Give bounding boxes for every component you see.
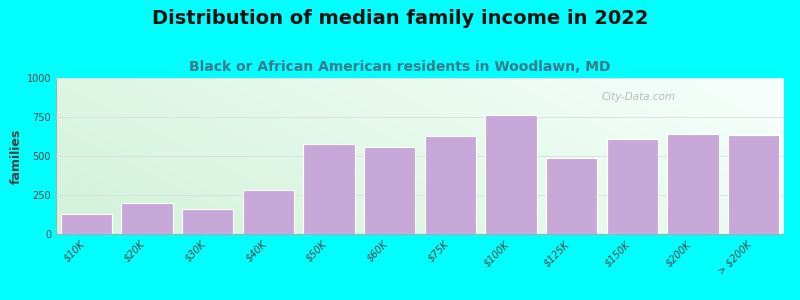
Text: Distribution of median family income in 2022: Distribution of median family income in … [152, 9, 648, 28]
Bar [303, 143, 354, 234]
Bar [242, 190, 294, 234]
Bar [364, 147, 415, 234]
Bar [728, 135, 779, 234]
Bar [606, 139, 658, 234]
Bar [61, 214, 112, 234]
Bar [182, 209, 234, 234]
Bar [425, 136, 476, 234]
Bar [486, 116, 537, 234]
Text: City-Data.com: City-Data.com [602, 92, 675, 102]
Y-axis label: families: families [10, 128, 22, 184]
Bar [546, 158, 598, 234]
Text: Black or African American residents in Woodlawn, MD: Black or African American residents in W… [190, 60, 610, 74]
Bar [122, 203, 173, 234]
Bar [667, 134, 718, 234]
